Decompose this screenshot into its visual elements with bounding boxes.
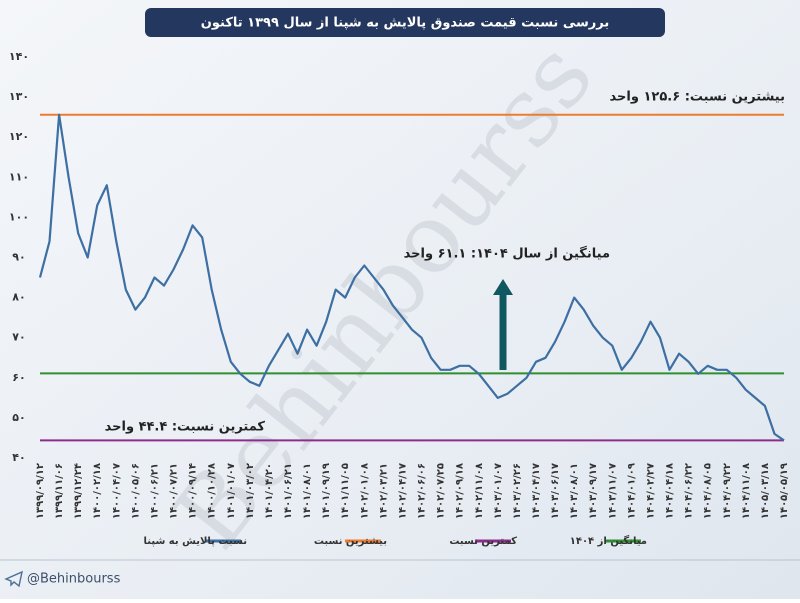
legend-label: میانگین از ۱۴۰۴ [570, 534, 647, 547]
reference-annotation: بیشترین نسبت: ۱۲۵.۶ واحد [610, 90, 785, 105]
y-tick-label: ۹۰ [12, 251, 25, 264]
footer-handle: @Behinbourss [27, 572, 121, 587]
x-tick-label: ۱۴۰۰/۰۵/۰۶ [130, 463, 141, 519]
chart-title: بررسی نسبت قیمت صندوق پالایش به شپنا از … [201, 16, 609, 31]
x-tick-label: ۱۴۰۱/۰۹/۱۹ [321, 463, 332, 519]
x-tick-label: ۱۴۰۴/۰۱/۰۹ [626, 463, 637, 519]
x-tick-label: ۱۴۰۰/۰۶/۲۱ [149, 463, 160, 519]
x-tick-label: ۱۴۰۲/۰۳/۲۱ [378, 463, 389, 519]
x-tick-label: ۱۳۹۹/۱۱/۰۶ [54, 463, 65, 519]
x-tick-label: ۱۴۰۱/۰۴/۲۰ [264, 463, 275, 519]
x-tick-label: ۱۴۰۴/۰۲/۲۷ [645, 463, 656, 519]
x-tick-label: ۱۴۰۲/۱۱/۰۸ [474, 463, 485, 519]
x-tick-label: ۱۴۰۰/۰۲/۱۸ [92, 463, 103, 519]
x-tick-label: ۱۴۰۳/۰۲/۲۶ [512, 463, 523, 519]
x-tick-label: ۱۴۰۲/۰۶/۰۶ [417, 463, 428, 519]
x-tick-label: ۱۴۰۱/۰۸/۰۱ [302, 463, 313, 519]
y-tick-label: ۱۲۰ [9, 130, 29, 143]
x-tick-label: ۱۴۰۰/۰۹/۱۴ [188, 463, 199, 519]
reference-annotation: کمترین نسبت: ۴۴.۴ واحد [105, 420, 266, 435]
legend-label: بیشترین نسبت [314, 536, 387, 547]
legend-label: نسبت پالایش به شپنا [144, 536, 247, 547]
y-tick-label: ۱۱۰ [9, 170, 29, 183]
x-tick-label: ۱۴۰۲/۰۷/۲۵ [436, 463, 447, 519]
x-tick-label: ۱۴۰۳/۰۸/۰۱ [569, 463, 580, 519]
x-tick-label: ۱۴۰۱/۱۱/۰۵ [340, 463, 351, 519]
y-tick-label: ۵۰ [12, 411, 25, 424]
legend-label: کمترین نسبت [449, 536, 517, 547]
x-tick-label: ۱۴۰۳/۰۱/۰۷ [493, 463, 504, 519]
y-tick-label: ۸۰ [12, 291, 25, 304]
y-tick-label: ۴۰ [12, 451, 25, 464]
x-tick-label: ۱۳۹۹/۰۹/۱۲ [35, 463, 46, 519]
x-tick-label: ۱۴۰۴/۰۹/۲۲ [722, 463, 733, 519]
x-tick-label: ۱۴۰۵/۰۵/۱۹ [779, 463, 790, 519]
y-tick-label: ۱۴۰ [9, 50, 29, 63]
arrow-head [493, 279, 513, 295]
series-line [38, 113, 785, 442]
y-tick-label: ۷۰ [12, 331, 25, 344]
x-tick-label: ۱۴۰۱/۰۱/۰۷ [226, 463, 237, 519]
y-tick-label: ۱۰۰ [9, 210, 29, 223]
y-tick-label: ۶۰ [12, 371, 25, 384]
x-tick-label: ۱۴۰۲/۰۱/۰۸ [359, 463, 370, 519]
x-tick-label: ۱۴۰۴/۰۸/۰۵ [703, 463, 714, 519]
x-tick-label: ۱۴۰۰/۱۰/۲۸ [207, 463, 218, 519]
x-tick-label: ۱۴۰۱/۰۳/۰۲ [245, 463, 256, 519]
x-tick-label: ۱۴۰۱/۰۶/۲۱ [283, 463, 294, 519]
x-tick-label: ۱۴۰۰/۰۷/۲۱ [169, 463, 180, 519]
x-tick-label: ۱۴۰۳/۰۹/۱۷ [588, 463, 599, 519]
x-tick-label: ۱۴۰۴/۱۱/۰۸ [741, 463, 752, 519]
x-tick-label: ۱۴۰۳/۱۱/۰۷ [607, 463, 618, 519]
x-tick-label: ۱۴۰۴/۰۴/۱۸ [665, 463, 676, 519]
y-tick-label: ۱۳۰ [9, 90, 29, 103]
x-tick-label: ۱۴۰۴/۰۶/۲۲ [684, 463, 695, 519]
x-tick-label: ۱۴۰۲/۰۴/۱۷ [397, 463, 408, 519]
x-tick-label: ۱۴۰۳/۰۶/۱۷ [550, 463, 561, 519]
x-tick-label: ۱۴۰۳/۰۴/۱۷ [531, 463, 542, 519]
x-tick-label: ۱۴۰۵/۰۳/۱۸ [760, 463, 771, 519]
x-tick-label: ۱۳۹۹/۱۲/۲۴ [73, 463, 84, 519]
x-tick-label: ۱۴۰۲/۰۹/۱۸ [455, 463, 466, 519]
x-tick-label: ۱۴۰۰/۰۴/۰۷ [111, 463, 122, 519]
title-box [145, 8, 665, 37]
reference-annotation: میانگین از سال ۱۴۰۴: ۶۱.۱ واحد [404, 246, 610, 262]
telegram-icon [4, 570, 23, 588]
